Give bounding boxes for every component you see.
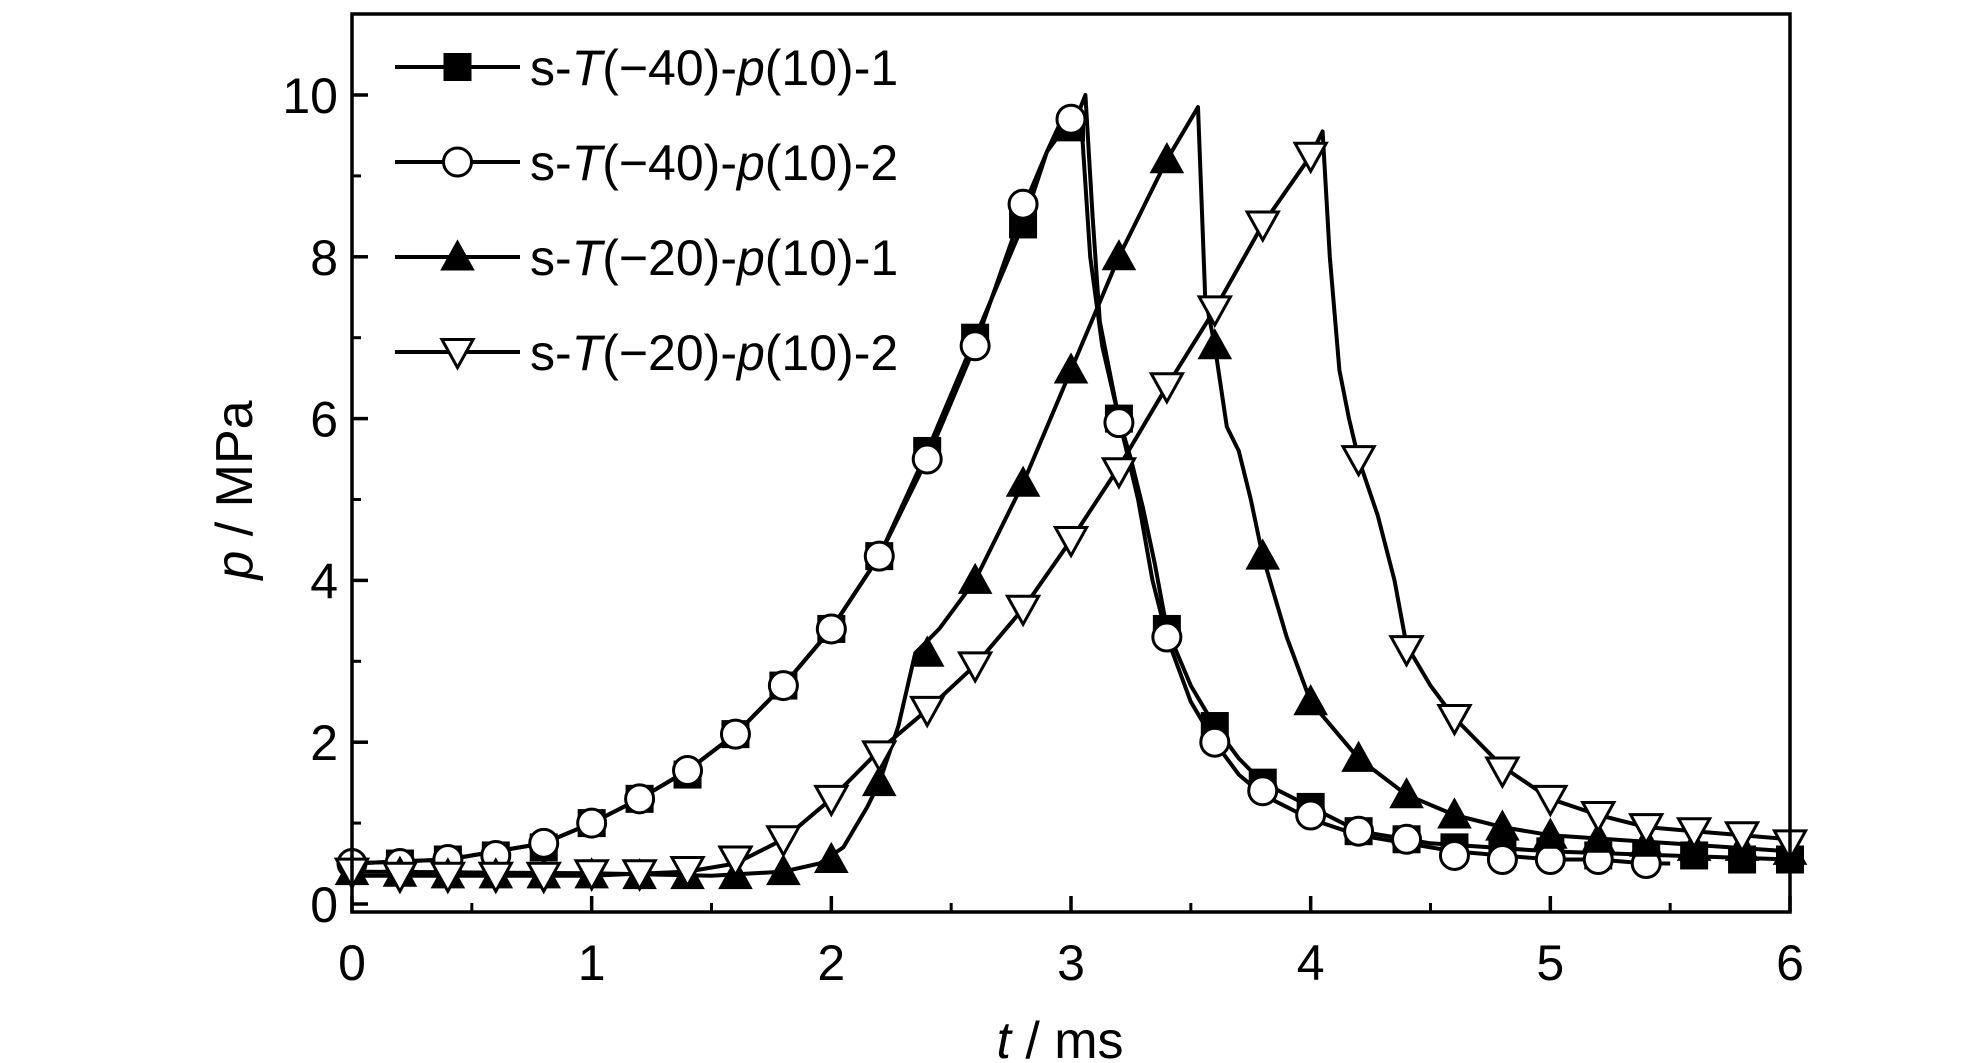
data-point-series-4 [1723, 821, 1761, 854]
data-point-series-2 [1534, 844, 1566, 876]
data-point-series-2 [1343, 815, 1375, 847]
data-point-series-4 [1580, 801, 1617, 834]
data-point-series-2 [528, 827, 560, 859]
data-point-series-4 [1436, 703, 1473, 737]
data-point-series-4 [573, 859, 610, 892]
data-point-series-4 [909, 695, 946, 729]
data-point-series-4 [1628, 813, 1665, 846]
y-tick-label: 6 [310, 392, 338, 448]
data-point-series-3 [1485, 809, 1520, 841]
data-point-series-4 [1532, 784, 1569, 818]
data-point-series-2 [672, 755, 704, 787]
data-point-series-3 [1053, 352, 1089, 384]
data-point-series-4 [1244, 210, 1281, 244]
data-point-series-3 [814, 841, 849, 873]
data-point-series-4 [861, 740, 898, 774]
data-point-series-3 [766, 853, 801, 886]
data-point-series-4 [621, 859, 658, 892]
series-line-3 [352, 105, 1790, 878]
series-line-2 [352, 109, 1671, 866]
data-point-series-4 [1388, 635, 1425, 668]
data-point-series-4 [765, 825, 802, 858]
data-point-series-3 [1245, 538, 1281, 570]
data-point-series-4 [813, 784, 850, 818]
legend-label-2: s-T(−40)-p(10)-2 [530, 135, 898, 191]
x-tick-label: 6 [1776, 935, 1804, 991]
data-point-series-3 [1437, 797, 1472, 829]
x-axis-label: t / ms [996, 1012, 1123, 1063]
data-point-series-4 [717, 845, 754, 879]
data-point-series-3 [861, 764, 897, 797]
data-point-series-3 [1580, 821, 1616, 853]
data-point-series-2 [1103, 407, 1135, 439]
data-point-series-4 [1100, 457, 1138, 490]
y-tick-label: 10 [282, 68, 338, 124]
data-point-series-3 [1533, 817, 1568, 849]
data-point-series-3 [909, 635, 945, 667]
marker-group [333, 103, 1809, 895]
data-point-series-4 [956, 651, 994, 685]
data-point-series-4 [525, 861, 562, 895]
y-tick-label: 2 [310, 715, 338, 771]
data-point-series-2 [1391, 823, 1423, 855]
data-point-series-3 [957, 562, 993, 594]
legend: s-T(−40)-p(10)-1 s-T(−40)-p(10)-2 s-T(−20)… [395, 40, 898, 381]
legend-label-4: s-T(−20)-p(10)-2 [530, 325, 898, 381]
y-tick-label: 0 [310, 877, 338, 933]
legend-marker-4 [439, 338, 476, 371]
data-point-series-2 [1007, 188, 1039, 220]
x-tick-label: 0 [338, 935, 366, 991]
data-point-series-2 [959, 330, 991, 362]
data-point-series-3 [1197, 328, 1233, 360]
x-tick-label: 4 [1297, 935, 1325, 991]
data-point-series-2 [1055, 103, 1087, 135]
data-point-series-4 [1340, 445, 1377, 478]
x-tick-label: 3 [1057, 935, 1085, 991]
y-tick-label: 8 [310, 230, 338, 286]
legend-marker-1 [443, 53, 472, 81]
data-point-series-4 [1292, 141, 1329, 175]
data-point-series-2 [1199, 726, 1231, 758]
data-point-series-4 [1148, 372, 1186, 405]
data-point-series-3 [1149, 142, 1185, 174]
data-point-series-2 [1486, 844, 1518, 876]
data-point-series-3 [1389, 777, 1424, 809]
legend-label-1: s-T(−40)-p(10)-1 [530, 40, 898, 96]
data-point-series-2 [911, 443, 943, 475]
legend-label-3: s-T(−20)-p(10)-1 [530, 230, 898, 286]
data-point-series-2 [1438, 839, 1470, 871]
legend-marker-3 [440, 239, 475, 271]
data-point-series-3 [1341, 740, 1376, 772]
data-point-series-3 [1101, 239, 1137, 271]
data-point-series-3 [1005, 465, 1041, 497]
x-tick-label: 5 [1536, 935, 1564, 991]
data-point-series-2 [719, 718, 751, 750]
y-tick-label: 4 [310, 553, 338, 609]
x-tick-label: 1 [578, 935, 606, 991]
data-point-series-4 [381, 861, 419, 895]
data-point-series-4 [1052, 525, 1090, 559]
data-point-series-2 [1151, 621, 1183, 653]
data-point-series-4 [429, 861, 467, 895]
data-point-series-4 [1196, 295, 1233, 329]
axes-group: 0 1 2 3 4 5 6 0 2 4 6 8 10 [282, 68, 1804, 991]
data-point-series-2 [815, 613, 847, 645]
data-point-series-2 [1295, 799, 1327, 831]
data-point-series-4 [1484, 756, 1521, 790]
data-point-series-4 [669, 856, 706, 889]
data-point-series-3 [1293, 684, 1328, 716]
data-point-series-2 [863, 540, 895, 572]
x-tick-label: 2 [817, 935, 845, 991]
data-point-series-4 [1675, 817, 1713, 850]
data-point-series-2 [576, 807, 608, 839]
data-point-series-2 [624, 783, 656, 815]
data-point-series-4 [1004, 594, 1042, 628]
data-point-series-2 [767, 670, 799, 702]
data-point-series-2 [1247, 775, 1279, 807]
y-axis-label: p / MPa [206, 400, 264, 581]
data-point-series-4 [477, 861, 514, 895]
legend-marker-2 [442, 146, 473, 178]
